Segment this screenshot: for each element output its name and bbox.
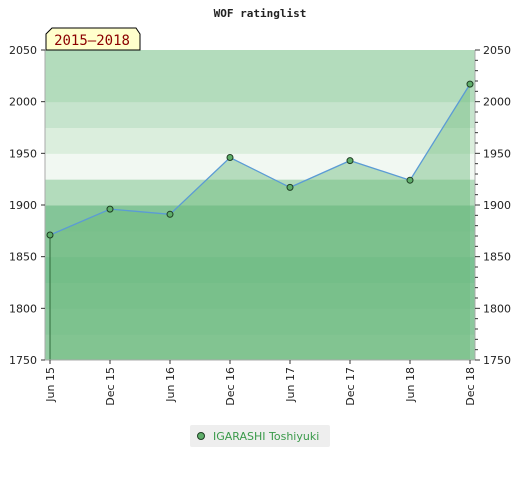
- background-band: [45, 308, 475, 335]
- axes: 1750 1750 1800 1800 1850 1850 1900 1900 1950 1950…: [9, 44, 511, 406]
- y-tick-label-left: 1950: [9, 147, 37, 160]
- y-tick-label-left: 1800: [9, 302, 37, 315]
- x-tick-label: Jun 16: [164, 367, 177, 403]
- data-points: [46, 80, 474, 239]
- y-tick-label-left: 2050: [9, 44, 37, 57]
- data-point: [286, 183, 294, 191]
- y-tick-label-left: 1900: [9, 199, 37, 212]
- x-tick-label: Jun 18: [404, 367, 417, 403]
- period-badge-box: [45, 27, 141, 51]
- chart-title: WOF ratinglist: [214, 7, 307, 20]
- x-tick-label: Jun 17: [284, 367, 297, 403]
- background-band: [45, 282, 475, 309]
- x-tick-label: Dec 18: [464, 367, 477, 406]
- x-tick-label: Jun 15: [44, 367, 57, 403]
- background-band: [45, 334, 475, 361]
- data-point: [166, 210, 174, 218]
- data-point: [226, 154, 234, 161]
- y-tick-label-left: 1750: [9, 354, 37, 367]
- data-point: [466, 80, 474, 88]
- x-tick-label: Dec 16: [224, 367, 237, 406]
- rating-area: [49, 83, 471, 360]
- background-band: [45, 101, 475, 128]
- legend-series-name: IGARASHI Toshiyuki: [213, 429, 320, 443]
- background-band: [45, 50, 475, 77]
- y-tick-label-right: 1750: [483, 354, 511, 367]
- background-band: [45, 230, 475, 258]
- data-point: [106, 205, 114, 213]
- y-tick-label-right: 1800: [483, 302, 511, 315]
- background-band: [45, 153, 475, 180]
- y-tick-label-right: 1900: [483, 199, 511, 212]
- background-band: [45, 127, 475, 154]
- data-point: [46, 231, 54, 239]
- y-tick-label-right: 2000: [483, 96, 511, 109]
- series-line: [49, 83, 471, 236]
- x-tick-label: Dec 15: [104, 367, 117, 406]
- y-tick-label-right: 1850: [483, 251, 511, 264]
- y-tick-label-right: 1950: [483, 147, 511, 160]
- data-point: [406, 176, 414, 184]
- x-tick-label: Dec 17: [344, 367, 357, 406]
- data-point: [346, 157, 354, 165]
- period-badge: 2015–2018: [45, 27, 141, 51]
- period-label: 2015–2018: [54, 33, 130, 49]
- background-band: [45, 256, 475, 283]
- legend-marker: [197, 432, 205, 440]
- background-bands: [45, 50, 475, 361]
- y-tick-label-right: 2050: [483, 44, 511, 57]
- area-fill: [50, 84, 470, 360]
- background-band: [45, 179, 475, 206]
- legend: IGARASHI Toshiyuki: [190, 425, 330, 447]
- y-tick-label-left: 1850: [9, 251, 37, 264]
- background-band: [45, 75, 475, 103]
- y-tick-label-left: 2000: [9, 96, 37, 109]
